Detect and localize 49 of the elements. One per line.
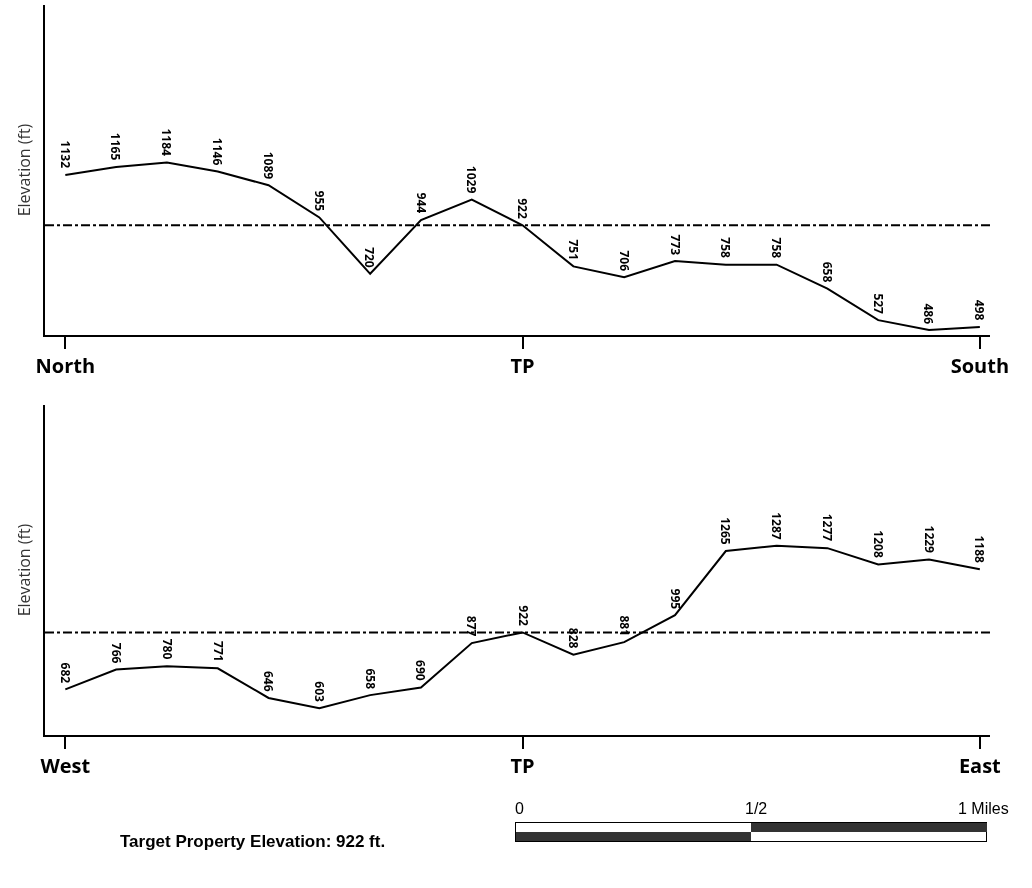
data-label: 922 <box>514 605 532 627</box>
data-label: 1184 <box>158 128 176 157</box>
data-label: 1188 <box>971 535 989 564</box>
data-label: 773 <box>666 234 684 256</box>
x-tick-label: East <box>958 752 1002 779</box>
data-label: 1287 <box>768 512 786 540</box>
data-label: 1089 <box>259 151 277 180</box>
data-label: 758 <box>716 237 734 259</box>
data-label: 658 <box>818 261 836 283</box>
y-axis-title: Elevation (ft) <box>13 123 36 217</box>
data-label: 877 <box>463 615 481 637</box>
data-label: 706 <box>615 250 633 272</box>
data-label: 944 <box>412 192 430 214</box>
text: 0 <box>515 800 524 818</box>
text: 1 Miles <box>958 800 1009 818</box>
x-tick-label: West <box>40 752 91 779</box>
data-label: 1229 <box>920 525 938 554</box>
data-label: 1265 <box>716 517 734 545</box>
data-label: 682 <box>57 662 75 684</box>
y-axis-title: Elevation (ft) <box>13 523 36 617</box>
data-label: 758 <box>767 237 785 259</box>
data-label: 498 <box>971 299 989 321</box>
x-tick-label: TP <box>510 352 535 379</box>
data-label: 955 <box>311 190 329 212</box>
data-label: 995 <box>666 588 684 610</box>
text: Target Property Elevation: 922 ft. <box>120 832 386 852</box>
data-label: 881 <box>615 615 633 637</box>
data-label: 658 <box>361 668 379 690</box>
text: 1/2 <box>745 800 768 818</box>
data-label: 690 <box>411 660 429 681</box>
data-label: 720 <box>361 247 379 268</box>
data-label: 780 <box>158 638 176 660</box>
data-label: 1277 <box>818 513 836 542</box>
data-label: 922 <box>514 198 532 219</box>
data-label: 766 <box>108 642 126 664</box>
data-label: 1208 <box>869 530 887 558</box>
data-label: 1165 <box>107 132 125 161</box>
data-label: 1132 <box>57 140 75 169</box>
data-label: 1029 <box>463 165 481 194</box>
x-tick-label: North <box>35 352 96 379</box>
data-label: 603 <box>311 681 329 703</box>
data-label: 646 <box>260 670 278 692</box>
data-label: 751 <box>565 239 583 261</box>
x-tick-label: TP <box>510 752 535 779</box>
data-label: 486 <box>920 303 938 325</box>
x-tick-label: South <box>950 352 1010 379</box>
data-label: 771 <box>209 641 227 662</box>
data-label: 527 <box>869 293 887 315</box>
data-label: 1146 <box>209 137 227 166</box>
